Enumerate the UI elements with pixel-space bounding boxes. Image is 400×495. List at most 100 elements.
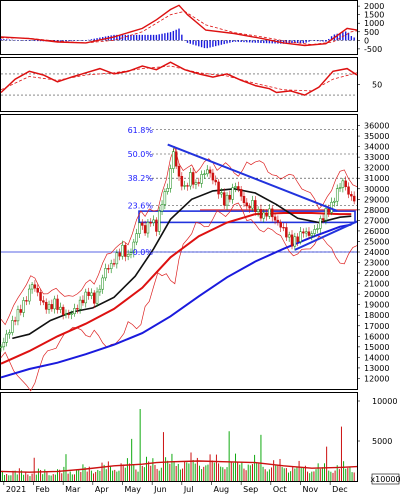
candle-body (101, 277, 104, 290)
macd-histogram-bar (302, 40, 305, 44)
macd-histogram-bar (178, 28, 180, 41)
macd-histogram-bar (8, 39, 11, 41)
macd-histogram-bar (299, 40, 302, 44)
volume-bar (186, 462, 188, 481)
macd-histogram-bar (285, 40, 288, 44)
macd-histogram-bar (215, 40, 217, 47)
trendlines (167, 143, 358, 251)
volume-bar (73, 474, 75, 481)
candle-body (2, 342, 6, 348)
macd-histogram-bar (183, 40, 186, 41)
volume-bar (294, 468, 296, 481)
candle-body (39, 292, 42, 301)
volume-bar (105, 469, 107, 481)
candle-body (0, 346, 3, 348)
macd-histogram-bar (141, 34, 143, 41)
volume-bar (82, 464, 84, 481)
volume-bar (18, 468, 20, 481)
macd-histogram-bar (186, 40, 189, 43)
macd-histogram-bar (328, 38, 330, 41)
volume-bar (143, 467, 145, 481)
macd-histogram-bar (254, 40, 256, 43)
candle-body (169, 168, 172, 189)
macd-histogram-bar (68, 40, 70, 42)
volume-bar (241, 461, 243, 481)
candle-body (124, 244, 127, 257)
macd-tick-label: 0 (364, 36, 369, 45)
candles (0, 146, 356, 352)
candle-body (5, 333, 8, 343)
volume-bar (146, 456, 148, 481)
macd-histogram-bar (175, 29, 177, 41)
volume-ma-line (0, 460, 358, 473)
candle-body (28, 288, 31, 302)
volume-bar (69, 471, 71, 481)
volume-bar (52, 474, 54, 481)
macd-histogram-bar (62, 40, 64, 42)
volume-bar (57, 469, 59, 481)
price-tick-label: 23000 (364, 259, 389, 268)
macd-histogram-bar (229, 40, 231, 43)
candle-body (248, 205, 251, 209)
macd-histogram-bar (93, 38, 95, 41)
volume-bar (321, 467, 323, 481)
volume-bar (169, 463, 171, 481)
macd-line (0, 4, 358, 47)
volume-bar (334, 470, 336, 481)
volume-bar (338, 469, 340, 481)
macd-histogram-bar (243, 40, 245, 43)
macd-histogram-bar (79, 40, 81, 41)
candle-body (313, 229, 316, 234)
price-tick-label: 16000 (364, 332, 389, 341)
volume-bar (63, 466, 65, 481)
volume-bar (264, 469, 266, 481)
candle-body (42, 300, 45, 303)
candle-body (254, 200, 257, 213)
candle-body (265, 212, 268, 217)
volume-bar (201, 469, 203, 481)
price-tick-label: 31000 (364, 174, 389, 183)
volume-bar (99, 470, 101, 481)
macd-histogram-bar (336, 33, 338, 41)
candle-body (172, 151, 175, 169)
candle-body (217, 181, 220, 195)
volume-bar (160, 467, 162, 481)
macd-histogram-bar (181, 34, 183, 41)
volume-bar (16, 474, 18, 481)
candle-body (259, 209, 263, 219)
price-tick-label: 28000 (364, 206, 389, 215)
macd-histogram-bar (308, 40, 310, 42)
macd-histogram-bar (206, 40, 208, 49)
volume-bar (133, 464, 135, 481)
candle-body (268, 208, 271, 217)
macd-histogram-bar (192, 40, 194, 45)
volume-bar (141, 465, 143, 481)
volume-bar (347, 467, 349, 481)
price-tick-label: 29000 (364, 195, 389, 204)
candle-body (341, 180, 345, 188)
volume-bar (209, 454, 211, 481)
volume-bar (124, 467, 126, 481)
macd-histogram-bar (237, 40, 240, 42)
macd-histogram-bar (22, 40, 25, 41)
candle-body (316, 228, 319, 230)
macd-histogram-bar (99, 37, 101, 41)
volume-bar (86, 471, 88, 481)
volume-bar (215, 454, 217, 481)
candle-body (47, 304, 51, 310)
volume-bar (245, 470, 247, 481)
macd-histogram-bar (296, 40, 299, 44)
macd-histogram-bar (251, 40, 254, 43)
time-tick-label: Sep (243, 485, 258, 494)
volume-bar (258, 463, 260, 481)
sideways-zone-box (138, 210, 356, 224)
candle-body (78, 299, 82, 310)
candle-body (282, 227, 285, 229)
candle-body (186, 185, 189, 187)
volume-unit-box (371, 473, 400, 485)
macd-histogram-bar (347, 32, 350, 41)
macd-tick-label: 1500 (364, 11, 384, 20)
rsi-tick-label: 50 (372, 81, 382, 90)
